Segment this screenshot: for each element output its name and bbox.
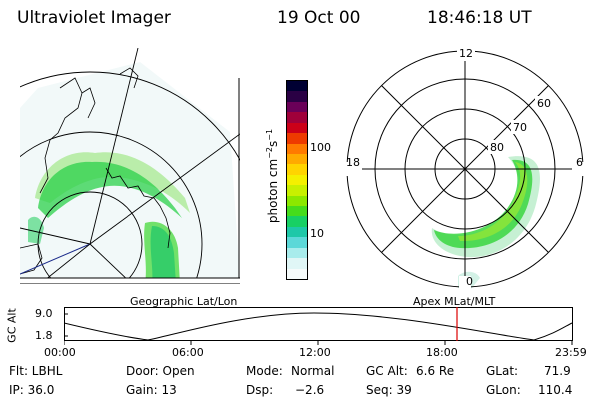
mlat-label-70: 70 (513, 121, 527, 134)
gc-alt-label: GC Alt: (366, 364, 408, 378)
colorbar-band (287, 153, 307, 165)
colorbar-band (287, 258, 307, 269)
color-scale-bar (286, 80, 308, 280)
orbit-xtick-2359: 23:59 (555, 346, 587, 359)
orbit-xtick-0000: 00:00 (44, 346, 76, 359)
colorbar-tick-10: 10 (310, 227, 324, 240)
colorbar-band (287, 133, 307, 144)
colorbar-unit-label: photon cm−2s−1 (265, 128, 280, 224)
orbit-xtick-0600: 06:00 (172, 346, 204, 359)
orbit-ytick-high: 9.0 (35, 307, 53, 320)
colorbar-band (287, 143, 307, 154)
instrument-title: Ultraviolet Imager (17, 8, 171, 28)
gc-alt-value: 6.6 Re (416, 364, 455, 378)
orbit-ytick-low: 1.8 (35, 329, 53, 342)
dsp-label: Dsp: (246, 383, 274, 397)
colorbar-tick-100: 100 (310, 141, 331, 154)
colorbar-band (287, 195, 307, 207)
ip-value: IP: 36.0 (9, 383, 55, 397)
colorbar-band (287, 226, 307, 238)
filter-value: Flt: LBHL (9, 364, 63, 378)
colorbar-band (287, 216, 307, 227)
colorbar-band (287, 185, 307, 196)
colorbar-band (287, 112, 307, 123)
magnetic-polar-plot (344, 47, 584, 290)
mode-value: Normal (291, 364, 335, 378)
dsp-value: −2.6 (295, 383, 325, 397)
magnetic-panel-label: Apex MLat/MLT (413, 295, 496, 308)
colorbar-band (287, 91, 307, 102)
glon-label: GLon: (486, 383, 521, 397)
colorbar-band (287, 174, 307, 186)
gain-value: Gain: 13 (126, 383, 177, 397)
mlat-label-80: 80 (490, 141, 504, 154)
door-status: Door: Open (126, 364, 195, 378)
colorbar-band (287, 164, 307, 175)
colorbar-band (287, 237, 307, 248)
geographic-panel-label: Geographic Lat/Lon (130, 295, 238, 308)
colorbar-band (287, 247, 307, 259)
colorbar-band (287, 206, 307, 217)
mlt-label-0: 0 (466, 275, 473, 288)
glat-value: 71.9 (544, 364, 571, 378)
glon-value: 110.4 (538, 383, 573, 397)
status-info-panel: Flt: LBHL Door: Open Mode: Normal GC Alt… (0, 364, 600, 400)
orbit-xtick-1800: 18:00 (426, 346, 458, 359)
observation-time: 18:46:18 UT (427, 8, 532, 28)
colorbar-band (287, 81, 307, 92)
observation-date: 19 Oct 00 (277, 8, 361, 28)
mlt-label-18: 18 (346, 156, 360, 169)
seq-value: Seq: 39 (366, 383, 412, 397)
mlt-label-6: 6 (576, 156, 583, 169)
mlat-label-60: 60 (537, 97, 551, 110)
colorbar-band (287, 122, 307, 134)
orbit-xtick-1200: 12:00 (299, 346, 331, 359)
geographic-image-panel (20, 48, 240, 284)
orbit-altitude-plot (64, 307, 573, 345)
mlt-label-12: 12 (459, 47, 473, 60)
colorbar-band (287, 268, 307, 279)
mode-label: Mode: (246, 364, 283, 378)
orbit-ylabel: GC Alt (5, 308, 19, 343)
colorbar-band (287, 101, 307, 113)
glat-label: GLat: (486, 364, 519, 378)
